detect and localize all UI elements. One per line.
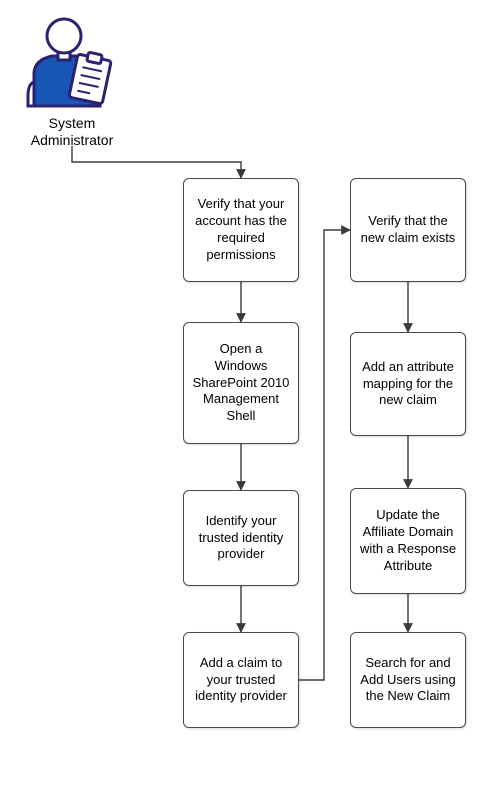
admin-icon — [18, 12, 126, 108]
flow-node-label: Identify your trusted identity provider — [192, 513, 290, 564]
flow-node-n2: Open a Windows SharePoint 2010 Managemen… — [183, 322, 299, 444]
actor-system-administrator: System Administrator — [18, 12, 126, 149]
flow-node-label: Update the Affiliate Domain with a Respo… — [359, 507, 457, 575]
edge-actor-n1 — [72, 146, 241, 178]
flow-node-n4: Add a claim to your trusted identity pro… — [183, 632, 299, 728]
flow-node-label: Search for and Add Users using the New C… — [359, 655, 457, 706]
flow-node-n6: Add an attribute mapping for the new cla… — [350, 332, 466, 436]
flow-node-label: Verify that your account has the require… — [192, 196, 290, 264]
flow-node-label: Open a Windows SharePoint 2010 Managemen… — [192, 341, 290, 425]
flow-node-n7: Update the Affiliate Domain with a Respo… — [350, 488, 466, 594]
flow-node-n3: Identify your trusted identity provider — [183, 490, 299, 586]
flow-node-n1: Verify that your account has the require… — [183, 178, 299, 282]
flow-node-label: Add an attribute mapping for the new cla… — [359, 359, 457, 410]
flow-node-label: Verify that the new claim exists — [359, 213, 457, 247]
flow-node-n5: Verify that the new claim exists — [350, 178, 466, 282]
flow-node-label: Add a claim to your trusted identity pro… — [192, 655, 290, 706]
edge-n4-n5 — [299, 230, 350, 680]
flow-node-n8: Search for and Add Users using the New C… — [350, 632, 466, 728]
actor-label: System Administrator — [18, 115, 126, 149]
